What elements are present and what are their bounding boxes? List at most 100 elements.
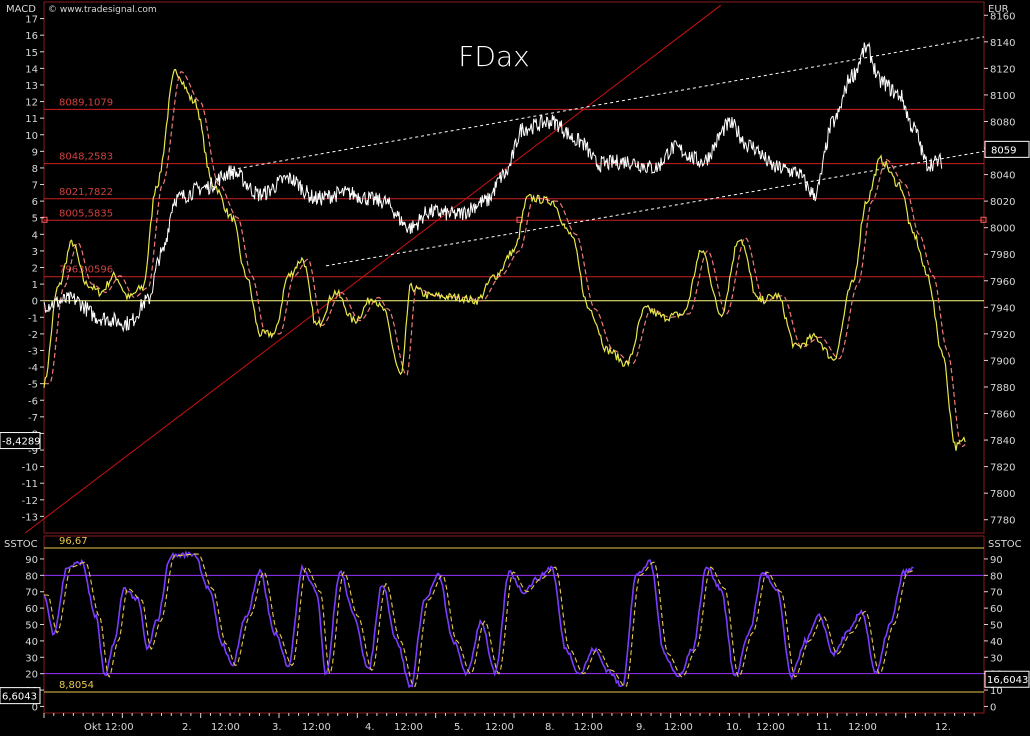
stoch-tick-label: 80 xyxy=(990,571,1003,582)
macd-line xyxy=(43,68,966,451)
copyright-text: © www.tradesignal.com xyxy=(48,5,157,15)
macd-tick-label: 9 xyxy=(32,147,38,158)
stoch-tick-label: 90 xyxy=(990,555,1003,566)
stoch-left-axis-label: SSTOC xyxy=(4,539,38,550)
macd-tick-label: -13 xyxy=(22,512,38,523)
price-panel[interactable]: 8089,1079 8048,2583 8021,7822 8005,5835 7 9 6 3… xyxy=(0,1,1030,534)
stoch-tick-label: 20 xyxy=(25,670,38,681)
price-line xyxy=(43,41,943,333)
macd-tick-label: 13 xyxy=(25,81,38,92)
stoch-tick-label: 70 xyxy=(25,588,38,599)
macd-tick-label: 2 xyxy=(32,264,38,275)
time-axis: Okt 12:00 2. 12:00 3. 12:00 4. 12:00 5. 12:00 8. 1… xyxy=(43,713,975,733)
price-tick-label: 7860 xyxy=(990,410,1015,421)
price-tick-label: 7900 xyxy=(990,356,1015,367)
level-label: 8021,7822 xyxy=(59,187,113,198)
stoch-tick-label: 10 xyxy=(990,686,1003,697)
stoch-tick-label: 40 xyxy=(990,637,1003,648)
last-price-box xyxy=(984,140,1030,158)
macd-tick-label: 12 xyxy=(25,98,38,109)
macd-tick-label: -7 xyxy=(28,413,38,424)
macd-tick-label: -11 xyxy=(22,479,38,490)
level-marker xyxy=(41,216,48,223)
stoch-tick-label: 70 xyxy=(990,588,1003,599)
macd-tick-label: 0 xyxy=(32,297,38,308)
time-tick-label: 12:00 xyxy=(211,722,240,733)
time-tick-label: 12:00 xyxy=(664,722,693,733)
last-price-label: 8059 xyxy=(991,145,1016,156)
trend-lines xyxy=(24,4,985,534)
stoch-panel[interactable]: 96,67 8,8054 SSTOC SSTOC 90 90 80 80 70 70 60 60 50… xyxy=(0,535,1030,714)
time-tick-label: 12:00 xyxy=(302,722,331,733)
stoch-k-line xyxy=(43,550,914,689)
price-tick-label: 8100 xyxy=(990,91,1015,102)
price-tick-label: 8140 xyxy=(990,38,1015,49)
stoch-levels: 96,67 8,8054 xyxy=(44,536,984,693)
stoch-axes: SSTOC SSTOC 90 90 80 80 70 70 60 60 50 50 40 40 30 30 20… xyxy=(0,539,1030,713)
price-tick-label: 7960 xyxy=(990,277,1015,288)
stoch-right-axis-label: SSTOC xyxy=(988,539,1022,550)
stoch-tick-label: 60 xyxy=(990,604,1003,615)
time-tick-label: 12:00 xyxy=(485,722,514,733)
stoch-tick-label: 40 xyxy=(25,637,38,648)
macd-tick-label: -2 xyxy=(28,330,38,341)
macd-tick-label: 14 xyxy=(25,64,38,75)
macd-lines xyxy=(43,68,966,451)
macd-signal-line xyxy=(44,71,966,448)
level-label: 8089,1079 xyxy=(59,97,113,108)
macd-tick-label: 6 xyxy=(32,197,38,208)
price-tick-label: 8120 xyxy=(990,64,1015,75)
time-tick-label: 12:00 xyxy=(394,722,423,733)
time-tick-label: 8. xyxy=(545,722,555,733)
macd-tick-label: 16 xyxy=(25,31,38,42)
macd-tick-label: -5 xyxy=(28,380,38,391)
stoch-tick-label: 0 xyxy=(990,702,996,713)
level-label: 8048,2583 xyxy=(59,152,113,163)
time-tick-label: 12:00 xyxy=(756,722,785,733)
stoch-left-value-box xyxy=(0,687,41,705)
stoch-tick-label: 30 xyxy=(990,653,1003,664)
price-axes: 17161514131211109876543210-1-2-3-4-5-6-7… xyxy=(0,11,1030,527)
stoch-left-value-label: 6,6043 xyxy=(2,692,37,703)
macd-tick-label: 10 xyxy=(25,131,38,142)
macd-tick-label: -10 xyxy=(22,463,38,474)
time-tick-label: 11. xyxy=(816,722,832,733)
price-tick-label: 8040 xyxy=(990,171,1015,182)
stoch-right-value-box xyxy=(984,670,1030,688)
price-tick-label: 7780 xyxy=(990,516,1015,527)
time-tick-label: 9. xyxy=(636,722,646,733)
time-tick-label: 4. xyxy=(365,722,375,733)
time-tick-label: 3. xyxy=(272,722,282,733)
stoch-level-label: 8,8054 xyxy=(59,680,94,691)
stoch-tick-label: 50 xyxy=(990,621,1003,632)
right-axis-label: EUR xyxy=(988,4,1009,15)
macd-tick-label: 17 xyxy=(25,15,38,26)
macd-tick-label: 3 xyxy=(32,247,38,258)
macd-tick-label: -9 xyxy=(28,446,38,457)
macd-last-label: -8,4289 xyxy=(2,437,41,448)
price-tick-label: 8080 xyxy=(990,117,1015,128)
time-tick-label: Okt 12:00 xyxy=(84,722,134,733)
stoch-level-label: 96,67 xyxy=(59,536,88,547)
stoch-tick-label: 80 xyxy=(25,571,38,582)
price-tick-label: 7880 xyxy=(990,383,1015,394)
price-tick-label: 8020 xyxy=(990,197,1015,208)
price-levels: 8089,10798048,25838021,78228005,58357963… xyxy=(41,97,987,302)
macd-tick-label: 5 xyxy=(32,214,38,225)
macd-tick-label: -1 xyxy=(28,313,38,324)
time-tick-label: 2. xyxy=(182,722,192,733)
stoch-tick-label: 90 xyxy=(25,555,38,566)
chart-title: FDax xyxy=(458,40,529,73)
price-tick-label: 8160 xyxy=(990,11,1015,22)
stoch-right-value-label: 16,6043 xyxy=(987,675,1028,686)
time-tick-label: 12:00 xyxy=(574,722,603,733)
price-tick-label: 8000 xyxy=(990,224,1015,235)
time-tick-label: 12:00 xyxy=(848,722,877,733)
time-tick-label: 12. xyxy=(935,722,951,733)
macd-tick-label: 4 xyxy=(32,230,38,241)
time-tick-label: 10. xyxy=(726,722,742,733)
stoch-tick-label: 30 xyxy=(25,653,38,664)
left-axis-label: MACD xyxy=(6,4,36,15)
stoch-tick-label: 0 xyxy=(32,702,38,713)
